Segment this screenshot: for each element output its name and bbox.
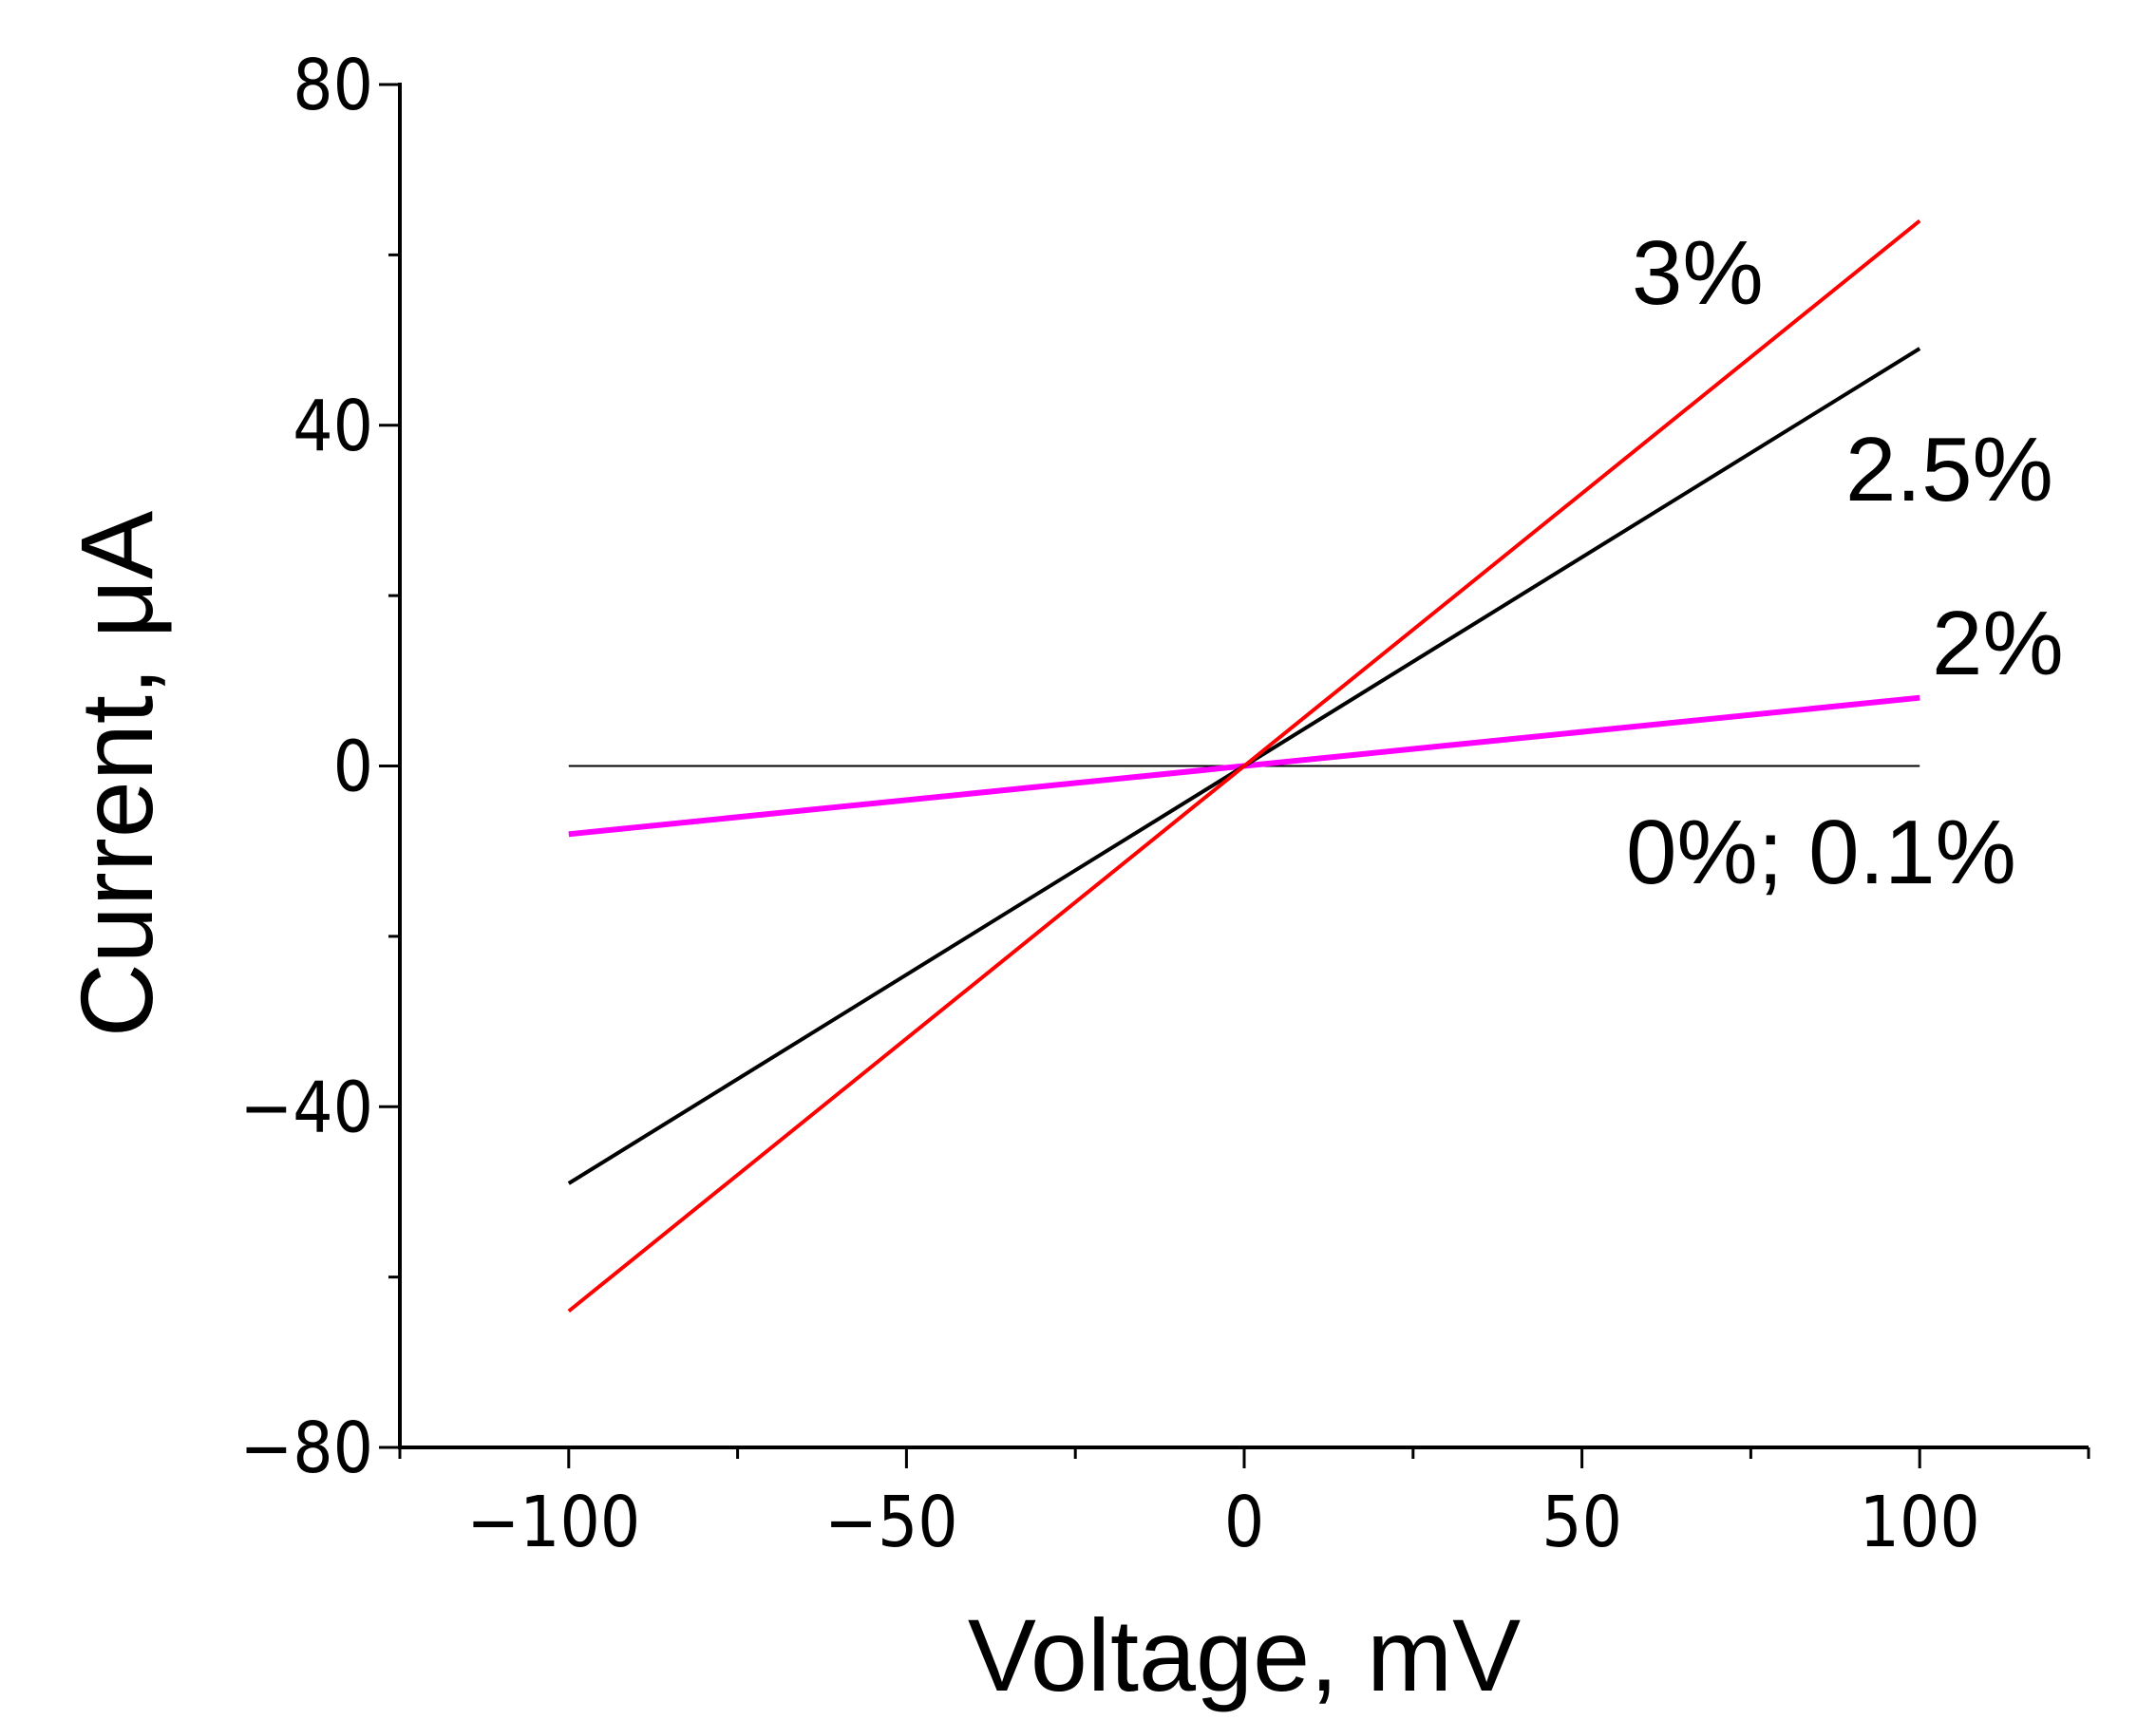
y-tick-label: 40 <box>293 386 373 467</box>
series-label-2-5pct: 2.5% <box>1845 419 2053 520</box>
y-axis-title: Current, μA <box>59 511 174 1037</box>
x-axis-title: Voltage, mV <box>968 1597 1521 1712</box>
y-tick-label: −80 <box>240 1408 373 1489</box>
series-label-0-0-1pct: 0%; 0.1% <box>1626 802 2016 903</box>
series-label-2pct: 2% <box>1932 593 2064 694</box>
series-line-3 <box>567 218 1921 1314</box>
x-tick-label: 50 <box>1541 1482 1622 1563</box>
ticks-layer: −80 −40 0 40 80 −100 −50 0 50 100 <box>240 45 2090 1563</box>
x-tick-label: 100 <box>1860 1482 1980 1563</box>
x-tick-label: −100 <box>466 1482 640 1563</box>
x-tick-label: 0 <box>1224 1482 1264 1563</box>
x-tick-label: −50 <box>824 1482 957 1563</box>
series-layer <box>567 218 1921 1314</box>
y-tick-label: −40 <box>240 1067 373 1148</box>
series-label-3pct: 3% <box>1632 222 1764 324</box>
y-tick-label: 0 <box>333 727 373 808</box>
y-tick-label: 80 <box>293 45 373 126</box>
